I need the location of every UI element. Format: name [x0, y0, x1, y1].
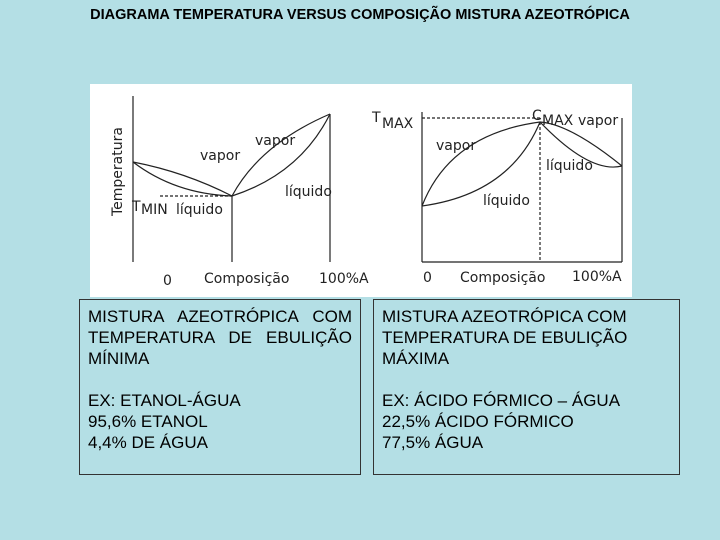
- x-end: 100%A: [572, 269, 622, 285]
- y-axis-label: Temperatura: [110, 127, 126, 217]
- x-axis-label: Composição: [460, 270, 545, 286]
- example-line: EX: ÁCIDO FÓRMICO – ÁGUA: [382, 391, 621, 410]
- x-axis-label: Composição: [204, 271, 289, 287]
- example-line: 95,6% ETANOL: [88, 412, 208, 431]
- x-end: 100%A: [319, 271, 369, 287]
- region-label: vapor: [578, 113, 618, 129]
- region-label: líquido: [546, 158, 593, 174]
- level-subscript: MAX: [382, 116, 414, 132]
- region-label: vapor: [255, 133, 295, 149]
- point-symbol: C: [532, 108, 542, 124]
- region-label: vapor: [436, 138, 476, 154]
- title: DIAGRAMA TEMPERATURA VERSUS COMPOSIÇÃO M…: [90, 7, 630, 23]
- region-label: líquido: [285, 184, 332, 200]
- level-symbol: T: [131, 199, 141, 215]
- level-symbol: T: [371, 110, 381, 126]
- level-subscript: MIN: [141, 202, 168, 218]
- text-box: MISTURA AZEOTRÓPICA COM TEMPERATURA DE E…: [79, 299, 361, 475]
- point-subscript: MAX: [542, 113, 574, 129]
- region-label: vapor: [200, 148, 240, 164]
- region-label: líquido: [176, 202, 223, 218]
- diagram-image: Temperatura T MIN vapor vapor líquido lí…: [90, 84, 632, 297]
- x-start: 0: [423, 270, 432, 286]
- box-heading: MISTURA AZEOTRÓPICA COM TEMPERATURA DE E…: [382, 307, 628, 368]
- x-start: 0: [163, 273, 172, 289]
- example-line: 22,5% ÁCIDO FÓRMICO: [382, 412, 574, 431]
- example-line: 77,5% ÁGUA: [382, 433, 484, 452]
- example-line: 4,4% DE ÁGUA: [88, 433, 208, 452]
- region-label: líquido: [483, 193, 530, 209]
- box-heading: MISTURA AZEOTRÓPICA COM TEMPERATURA DE E…: [88, 307, 352, 368]
- example-line: EX: ETANOL-ÁGUA: [88, 391, 241, 410]
- text-box: MISTURA AZEOTRÓPICA COM TEMPERATURA DE E…: [373, 299, 680, 475]
